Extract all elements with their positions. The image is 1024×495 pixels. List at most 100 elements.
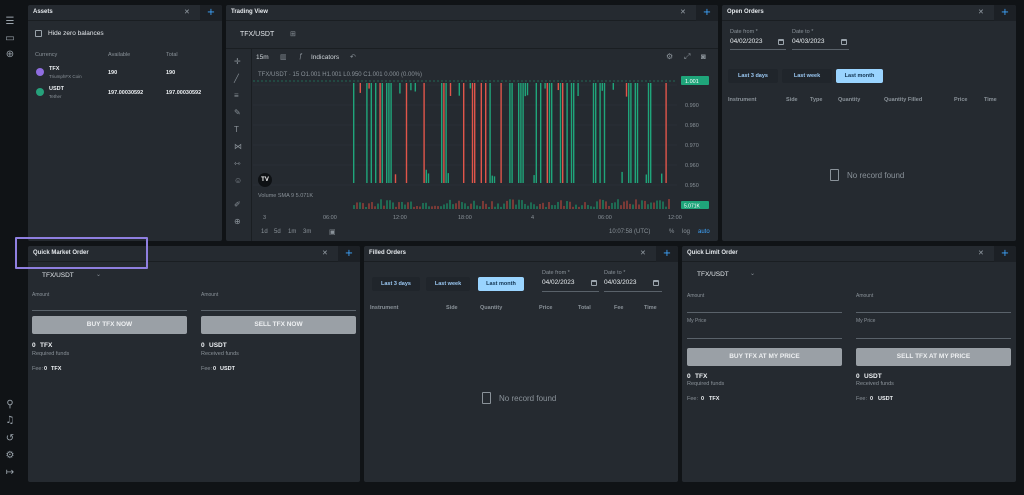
settings-icon[interactable]: ⚙	[666, 52, 674, 61]
hide-zero-checkbox[interactable]	[35, 30, 42, 37]
date-from-input[interactable]: 04/02/2023	[730, 38, 763, 45]
candlestick-chart[interactable]: 0.990 0.980 0.970 0.960 0.950 1.001 5.071K 3 06:…	[253, 69, 713, 219]
volume-bar	[506, 200, 508, 209]
symbol-selector[interactable]: TFX/USDT	[240, 31, 275, 38]
indicators-button[interactable]: Indicators	[311, 54, 340, 61]
camera-icon[interactable]: ◙	[701, 52, 706, 61]
menu-icon[interactable]: ☰	[5, 16, 15, 27]
buy-at-price-button[interactable]: BUY TFX AT MY PRICE	[687, 348, 842, 366]
chevron-down-icon[interactable]: ⌄	[96, 272, 102, 278]
chip-last-month[interactable]: Last month	[836, 69, 883, 83]
lightbulb-icon[interactable]: ⚲	[6, 399, 14, 410]
pair-selector[interactable]: TFX/USDT	[42, 272, 74, 279]
range-3m[interactable]: 3m	[303, 229, 312, 235]
last-price-badge	[681, 76, 709, 85]
add-panel-button[interactable]: +	[994, 246, 1016, 262]
calendar-icon[interactable]	[591, 280, 597, 286]
buy-price-input[interactable]	[687, 338, 842, 339]
crosshair-icon[interactable]: ✛	[234, 57, 241, 66]
chip-last-month[interactable]: Last month	[478, 277, 524, 291]
chart-type-icon[interactable]: ▥	[280, 54, 287, 61]
auto-toggle[interactable]: auto	[698, 229, 710, 235]
buy-now-button[interactable]: BUY TFX NOW	[32, 316, 187, 334]
close-icon[interactable]: ✕	[680, 8, 686, 16]
asset-row[interactable]: TFX TriumphFX Coin 190 190	[28, 65, 222, 83]
add-panel-button[interactable]: +	[696, 5, 718, 21]
sell-amount-input[interactable]	[201, 310, 356, 311]
brush-icon[interactable]: ✎	[234, 108, 241, 117]
column-header: Fee	[614, 305, 624, 311]
interval-selector[interactable]: 15m	[256, 54, 269, 61]
range-5d[interactable]: 5d	[274, 229, 281, 235]
close-icon[interactable]: ✕	[184, 8, 190, 16]
history-icon[interactable]: ↺	[5, 433, 15, 444]
log-toggle[interactable]: log	[682, 229, 691, 235]
asset-row[interactable]: USDT Tether 197.00030592 197.00030592	[28, 85, 222, 103]
column-header: Total	[166, 52, 178, 58]
chip-last-3-days[interactable]: Last 3 days	[728, 69, 778, 83]
bell-icon[interactable]: ♫	[5, 415, 15, 426]
buy-amount-input[interactable]	[687, 312, 842, 313]
volume-bar	[557, 201, 559, 209]
volume-bar	[536, 206, 538, 209]
range-1m[interactable]: 1m	[288, 229, 297, 235]
close-icon[interactable]: ✕	[640, 249, 646, 257]
close-icon[interactable]: ✕	[322, 249, 328, 257]
chip-last-week[interactable]: Last week	[782, 69, 832, 83]
calendar-icon[interactable]	[653, 280, 659, 286]
text-icon[interactable]: T	[234, 125, 239, 134]
date-from-input[interactable]: 04/02/2023	[542, 279, 575, 286]
zoom-icon[interactable]: ⊕	[234, 217, 241, 226]
sell-amount-input[interactable]	[856, 312, 1011, 313]
sell-price-input[interactable]	[856, 338, 1011, 339]
date-to-input[interactable]: 04/03/2023	[604, 279, 637, 286]
volume-bar	[530, 202, 532, 209]
add-panel-button[interactable]: +	[656, 246, 678, 262]
candle	[612, 83, 614, 90]
close-icon[interactable]: ✕	[978, 249, 984, 257]
column-header: Side	[446, 305, 458, 311]
pattern-icon[interactable]: ⋈	[234, 142, 242, 151]
candle	[577, 83, 579, 97]
chip-last-3-days[interactable]: Last 3 days	[372, 277, 420, 291]
drawing-toolbar: ✛ ╱ ≡ ✎ T ⋈ ⇿ ☺ ✐ ⊕	[226, 49, 252, 241]
add-panel-button[interactable]: +	[994, 5, 1016, 21]
fullscreen-icon[interactable]: ⤢	[684, 52, 691, 61]
candle	[522, 83, 524, 183]
calendar-icon[interactable]	[778, 39, 784, 45]
measure-icon[interactable]: ⇿	[234, 159, 241, 168]
add-panel-button[interactable]: +	[338, 246, 360, 262]
sell-now-button[interactable]: SELL TFX NOW	[201, 316, 356, 334]
candle	[636, 83, 639, 183]
ruler-icon[interactable]: ✐	[234, 200, 241, 209]
logout-icon[interactable]: ↦	[5, 467, 15, 478]
emoji-icon[interactable]: ☺	[234, 176, 243, 185]
pair-selector[interactable]: TFX/USDT	[697, 271, 729, 278]
close-icon[interactable]: ✕	[978, 8, 984, 16]
candle	[573, 83, 575, 183]
candle	[634, 83, 636, 183]
compare-icon[interactable]: ⊞	[290, 31, 296, 38]
calendar-icon[interactable]	[841, 39, 847, 45]
column-header: Time	[644, 305, 657, 311]
buy-amount-input[interactable]	[32, 310, 187, 311]
fib-icon[interactable]: ≡	[234, 91, 239, 100]
undo-icon[interactable]: ↶	[350, 54, 356, 61]
range-1d[interactable]: 1d	[261, 229, 268, 235]
goto-date-icon[interactable]: ▣	[329, 229, 336, 236]
add-circle-icon[interactable]: ⊕	[5, 49, 15, 60]
volume-bar	[599, 199, 601, 209]
add-panel-button[interactable]: +	[200, 5, 222, 21]
settings-icon[interactable]: ⚙	[5, 450, 15, 461]
window-icon[interactable]: ▭	[5, 33, 15, 44]
candle	[423, 83, 425, 183]
last-price-text: 1.001	[685, 79, 699, 85]
sell-at-price-button[interactable]: SELL TFX AT MY PRICE	[856, 348, 1011, 366]
candle	[445, 83, 447, 183]
utc-clock[interactable]: 10:07:58 (UTC)	[609, 229, 651, 235]
date-to-input[interactable]: 04/03/2023	[792, 38, 825, 45]
chevron-down-icon[interactable]: ⌄	[750, 271, 756, 277]
percent-toggle[interactable]: %	[669, 229, 675, 235]
chip-last-week[interactable]: Last week	[426, 277, 470, 291]
trend-line-icon[interactable]: ╱	[234, 74, 239, 83]
